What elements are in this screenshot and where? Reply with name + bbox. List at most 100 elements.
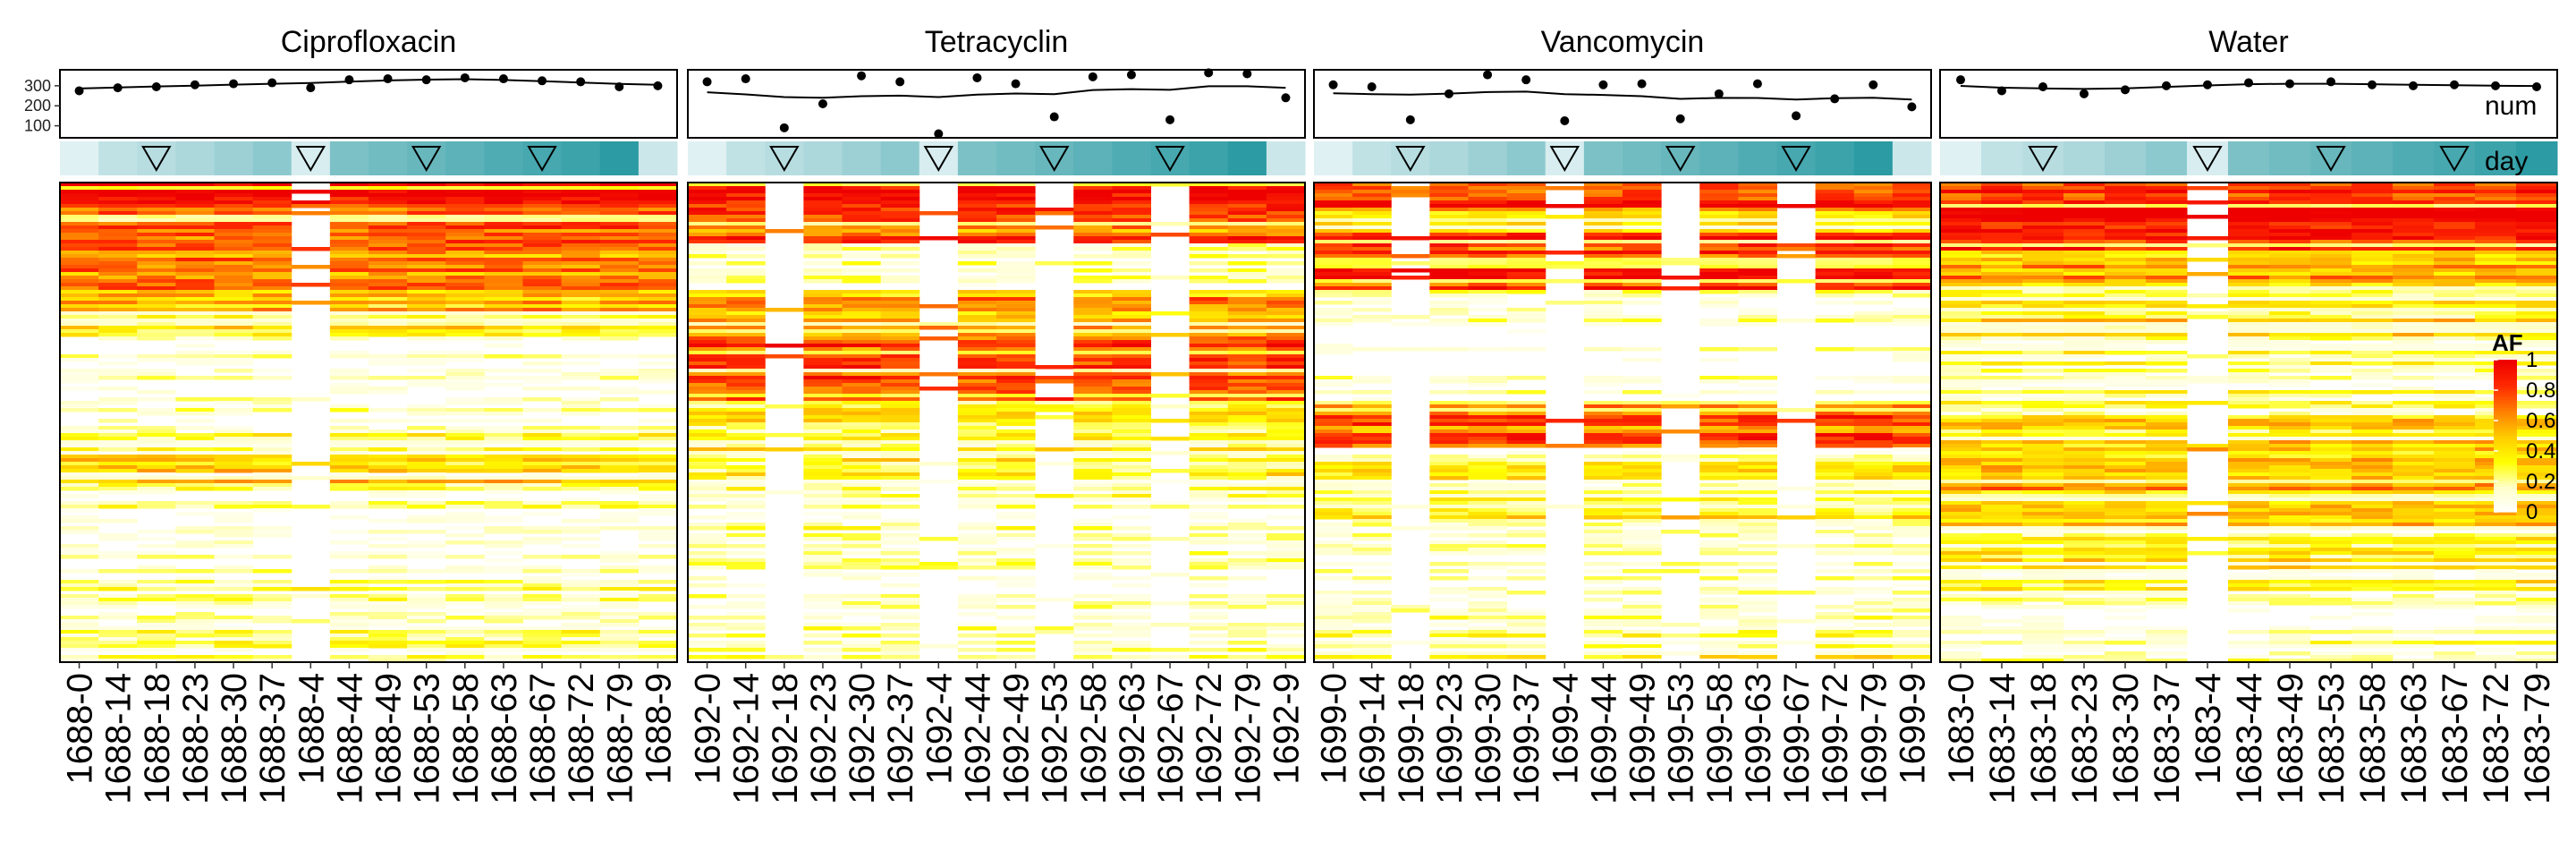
heatmap-cell [996,358,1036,362]
heatmap-cell [522,594,563,599]
heatmap-cell [522,566,563,570]
heatmap-cell [1429,465,1469,470]
heatmap-cell [1583,465,1623,470]
heatmap-cell [1314,190,1353,194]
num-point [1242,69,1252,79]
heatmap-cell [484,498,523,502]
heatmap-cell [252,397,292,402]
heatmap-cell [880,372,920,377]
heatmap-cell [1352,276,1392,280]
day-marker [2192,146,2223,173]
heatmap-cell [1189,469,1229,473]
heatmap-cell [1583,412,1623,416]
heatmap-cell [1314,404,1353,409]
heatmap-cell [1506,265,1546,269]
heatmap-cell [2146,319,2188,323]
heatmap-cell [1583,580,1623,584]
heatmap-cell [137,236,176,241]
heatmap-cell [638,566,678,570]
heatmap-cell [2310,308,2352,312]
heatmap-cell [175,272,215,276]
heatmap-cell [638,616,678,620]
heatmap-cell [1468,229,1508,234]
heatmap-cell [60,437,99,441]
heatmap-cell [561,505,601,509]
heatmap-cell [803,354,843,359]
heatmap-cell [484,240,523,244]
heatmap-cell [407,258,446,262]
heatmap-cell [98,598,138,602]
heatmap-cell [1699,440,1739,445]
heatmap-cell [1468,566,1508,570]
heatmap-cell [522,526,563,531]
heatmap-cell [1738,251,1777,255]
heatmap-cell [561,322,601,327]
heatmap-cell [1073,623,1113,627]
heatmap-cell [329,258,369,262]
heatmap-cell [369,544,408,549]
heatmap-cell [2475,308,2517,312]
heatmap-cell [1314,608,1353,613]
heatmap-cell [880,412,920,416]
heatmap-cell [599,490,640,495]
heatmap-cell [1892,354,1932,359]
heatmap-cell [252,472,292,477]
heatmap-cell [175,505,215,509]
heatmap-cell [1266,562,1306,566]
heatmap-cell [842,293,882,298]
heatmap-cell [522,598,563,602]
heatmap-cell [252,594,292,599]
heatmap-cell [1073,505,1113,509]
heatmap-cell [2146,208,2188,212]
heatmap-cell [1699,548,1739,552]
heatmap-cell [880,451,920,455]
heatmap-cell [726,229,766,234]
heatmap-cell [803,472,843,477]
sample-label: 1692-53 [1036,673,1075,804]
heatmap-cell [60,601,99,606]
heatmap-cell [1892,444,1932,448]
heatmap-cell [842,229,882,234]
heatmap-cell [1892,233,1932,237]
heatmap-cell [1738,498,1777,502]
heatmap-cell [1227,623,1267,627]
heatmap-cell [2228,225,2270,230]
heatmap-cell [688,351,727,355]
heatmap-cell [726,200,766,205]
heatmap-cell [803,544,843,549]
heatmap-cell [1468,519,1508,523]
heatmap-cell [599,354,640,359]
heatmap-cell [407,351,446,355]
heatmap-cell [1073,208,1113,212]
heatmap-cell [2475,193,2517,198]
heatmap-cell [726,236,766,241]
heatmap-cell [599,225,640,230]
heatmap-cell [599,204,640,208]
heatmap-cell [214,605,254,609]
heatmap-cell [1468,297,1508,302]
heatmap-cell [407,472,446,477]
heatmap-cell [842,537,882,541]
heatmap-cell [1892,619,1932,624]
day-cell [1314,141,1353,175]
heatmap-cell [2516,265,2558,269]
heatmap-cell [638,440,678,445]
heatmap-cell [98,333,138,337]
heatmap-cell [60,544,99,549]
heatmap-cell [329,451,369,455]
heatmap-cell [1429,458,1469,463]
heatmap-cell [599,583,640,588]
heatmap-cell [1189,659,1229,663]
heatmap-cell [1112,233,1151,237]
heatmap-cell [996,183,1036,187]
heatmap-cell [2434,247,2476,251]
num-point [1675,114,1685,123]
heatmap-cell [688,472,727,477]
heatmap-cell [1189,379,1229,384]
num-point [1830,94,1840,104]
heatmap-cell [1583,626,1623,631]
heatmap-cell [329,480,369,484]
heatmap-cell [484,344,523,348]
heatmap-cell [1623,562,1662,566]
heatmap-cell [2310,258,2352,262]
